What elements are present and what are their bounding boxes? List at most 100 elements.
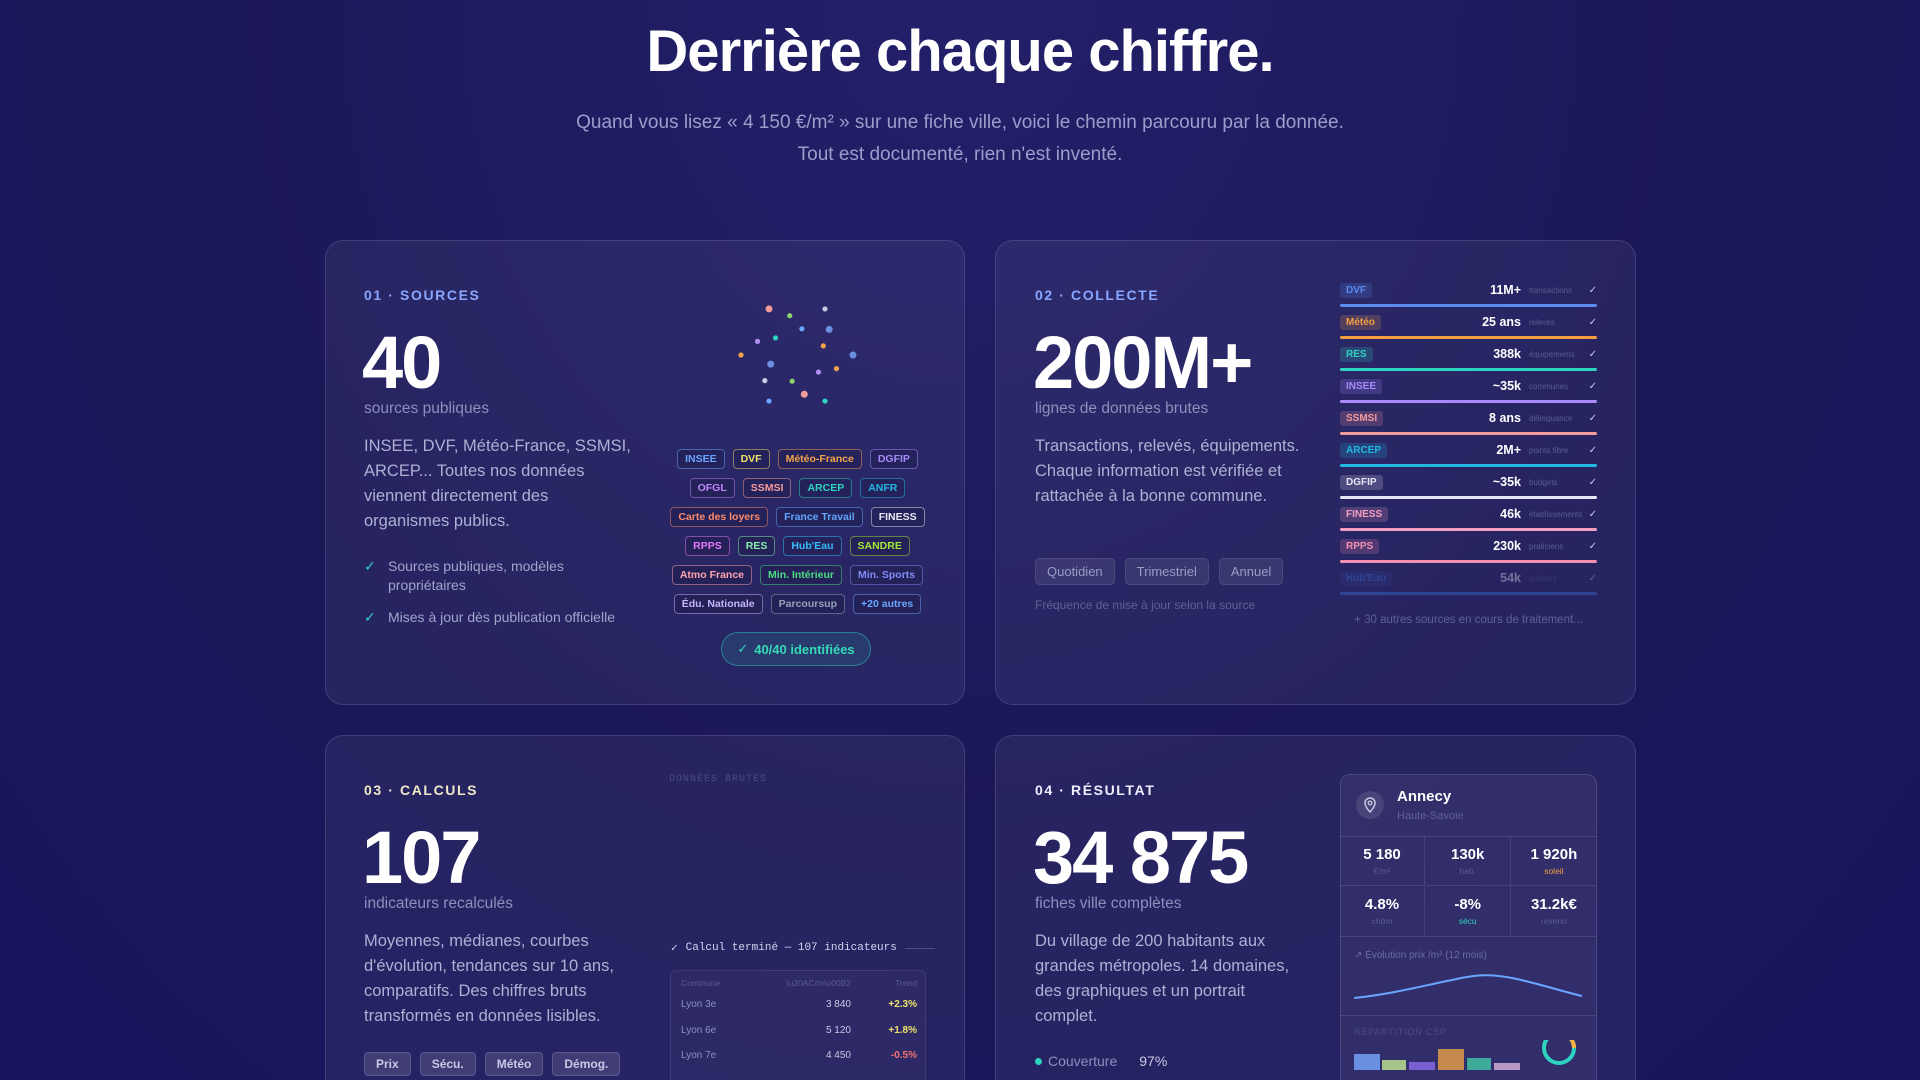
check: ✓: [1588, 316, 1597, 328]
step-label: 02 · COLLECTE: [1035, 287, 1160, 303]
subtitle: Tout est documenté, rien n'est inventé.: [797, 144, 1123, 165]
frequency-chip: Trimestriel: [1124, 558, 1209, 585]
source-value: 25 ans: [1482, 315, 1521, 329]
ring-dot: [822, 398, 828, 404]
source-row: RPPS 230k praticiens ✓: [1340, 532, 1597, 563]
badge-text: 40/40 identifiées: [754, 641, 855, 657]
source-tag: DGFIP: [869, 449, 918, 469]
tag-row: RPPS RES Hub'Eau SANDRE: [685, 536, 910, 556]
stat-label: soleil: [1544, 866, 1564, 876]
stat-cell: 4.8% chôm: [1340, 887, 1425, 936]
source-unit: transactions: [1529, 285, 1573, 295]
table-cell: 4 450: [825, 1050, 851, 1061]
source-tags: INSEE DVF Météo-France DGFIP OFGL SSMSI ARCEP A…: [650, 449, 945, 614]
stat-label: revenu: [1540, 916, 1567, 926]
progress-bar: [1340, 560, 1597, 563]
number-label: sources publiques: [364, 400, 489, 417]
source-name: INSEE: [1340, 378, 1383, 394]
ring-dot: [799, 326, 805, 332]
table-header: Trend: [895, 978, 917, 988]
source-tag: Atmo France: [671, 565, 753, 585]
source-row: Météo 25 ans relevés ✓: [1340, 308, 1597, 339]
source-name: ARCEP: [1340, 442, 1388, 458]
source-value: 8 ans: [1489, 411, 1521, 425]
frequency-note: Fréquence de mise à jour selon la source: [1035, 598, 1256, 612]
check: ✓: [1588, 348, 1597, 360]
progress-bar: [1340, 304, 1597, 307]
source-tag: DVF: [732, 449, 770, 469]
source-unit: délinquance: [1529, 413, 1573, 423]
progress-bar: [1340, 400, 1597, 403]
source-unit: communes: [1529, 381, 1569, 391]
source-unit: points fibre: [1529, 445, 1569, 455]
source-value: ~35k: [1492, 379, 1521, 393]
source-tag: INSEE: [677, 449, 725, 469]
source-tag: Min. Sports: [849, 565, 924, 585]
indicator-tag: Prix: [364, 1052, 411, 1076]
ring-dot: [822, 306, 828, 312]
number-label: indicateurs recalculés: [364, 895, 514, 912]
calc-status: ✓ Calcul terminé — 107 indicateurs: [671, 941, 935, 955]
source-name: SSMSI: [1340, 410, 1384, 426]
source-value: 46k: [1500, 507, 1521, 521]
source-tag: Météo-France: [777, 449, 862, 469]
progress-bar: [1340, 336, 1597, 339]
data-table: Commune \u20AC/m\u00B2 Trend Lyon 3e 3 840 +2…: [670, 970, 926, 1080]
divider: [1340, 1015, 1597, 1016]
table-cell: +1.8%: [888, 1024, 917, 1036]
ring-dot: [766, 398, 772, 404]
stat-label: sécu: [1458, 916, 1477, 926]
bullet: Mises à jour dès publication officielle: [364, 608, 618, 627]
panel-label: DONNÉES BRUTES: [669, 774, 768, 785]
pin: [1364, 797, 1376, 814]
source-tag: ANFR: [860, 478, 906, 498]
progress-bar: [1340, 528, 1597, 531]
table-cell: Lyon 7e: [681, 1050, 717, 1061]
source-line: RPPS 230k praticiens ✓: [1340, 532, 1597, 560]
frequency-chip: Quotidien: [1035, 558, 1115, 585]
source-unit: stations: [1529, 573, 1557, 583]
stat-value: 31.2k€: [1530, 896, 1577, 913]
number-label: fiches ville complètes: [1035, 895, 1182, 912]
table-cell: 5 120: [825, 1024, 851, 1036]
source-name: RPPS: [1340, 538, 1380, 554]
table-header: \u20AC/m\u00B2: [786, 978, 851, 988]
source-tag: ARCEP: [799, 478, 853, 498]
source-row: ARCEP 2M+ points fibre ✓: [1340, 436, 1597, 467]
source-value: 11M+: [1490, 283, 1521, 297]
stat-value: 5 180: [1363, 846, 1401, 863]
stat-label: €/m²: [1373, 866, 1391, 876]
source-value: 2M+: [1496, 443, 1521, 457]
source-line: Hub'Eau 54k stations ✓: [1340, 564, 1597, 592]
source-line: FINESS 46k établissements ✓: [1340, 500, 1597, 528]
tag-row: Carte des loyers France Travail FINESS: [670, 507, 925, 527]
source-tag: Édu. Nationale: [673, 594, 763, 614]
ring-dot: [738, 352, 744, 358]
indicator-tag: Météo: [484, 1052, 544, 1076]
source-name: Hub'Eau: [1340, 570, 1393, 586]
progress-bar: [1340, 464, 1597, 467]
source-tag: +20 autres: [853, 594, 922, 614]
step-label: 03 · CALCULS: [364, 782, 479, 798]
card: [995, 240, 1636, 705]
source-tag: RPPS: [685, 536, 730, 556]
source-line: SSMSI 8 ans délinquance ✓: [1340, 404, 1597, 432]
number-label: lignes de données brutes: [1035, 400, 1209, 417]
source-row: DVF 11M+ transactions ✓: [1340, 276, 1597, 307]
source-value: ~35k: [1492, 475, 1521, 489]
source-tag: Carte des loyers: [670, 507, 769, 527]
source-line: Météo 25 ans relevés ✓: [1340, 308, 1597, 336]
table-cell: Lyon 6e: [681, 1024, 717, 1036]
ring-dot: [833, 366, 840, 372]
check: ✓: [1588, 540, 1597, 552]
stat-cell: 5 180 €/m²: [1340, 837, 1425, 886]
source-line: DVF 11M+ transactions ✓: [1340, 276, 1597, 304]
city-card: [1340, 774, 1597, 1080]
source-value: 54k: [1500, 571, 1521, 585]
chart-label: ↗ Évolution prix /m² (12 mois): [1354, 950, 1487, 961]
price-sparkline: [1353, 974, 1583, 999]
ring-dot: [815, 369, 822, 375]
description: INSEE, DVF, Météo-France, SSMSI, ARCEP..…: [364, 437, 631, 530]
source-unit: praticiens: [1529, 541, 1564, 551]
